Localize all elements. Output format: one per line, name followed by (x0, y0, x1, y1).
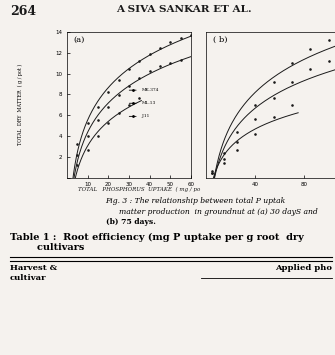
Point (209, 170, 215, 176)
Point (326, 58, 332, 64)
Text: (b) 75 days.: (b) 75 days. (106, 218, 155, 226)
Point (308, 66, 313, 72)
Point (326, 37, 332, 43)
Point (137, 58, 142, 64)
Point (95, 104, 100, 110)
Text: MK.374: MK.374 (141, 88, 159, 92)
Point (188, 32, 194, 38)
Point (178, 57, 183, 63)
Point (116, 77, 121, 83)
Point (147, 69, 152, 74)
Point (126, 66, 132, 72)
Point (253, 116, 258, 122)
Text: Table 1 :  Root efficiency (mg P uptake per g root  dry: Table 1 : Root efficiency (mg P uptake p… (10, 233, 304, 242)
Text: A SIVA SANKAR ET AL.: A SIVA SANKAR ET AL. (117, 5, 252, 14)
Point (147, 51, 152, 57)
Text: 264: 264 (10, 5, 36, 18)
Text: Harvest &: Harvest & (10, 264, 57, 273)
Text: J.11: J.11 (141, 114, 150, 118)
Point (222, 150, 227, 155)
Point (95, 133, 100, 139)
Point (75, 141, 80, 147)
Point (168, 39, 173, 45)
Point (85, 133, 90, 139)
Point (253, 102, 258, 108)
Point (222, 156, 227, 162)
Point (95, 118, 100, 123)
Point (271, 114, 276, 120)
Point (308, 46, 313, 51)
Text: matter production  in groundnut at (a) 30 dayS and: matter production in groundnut at (a) 30… (119, 208, 318, 216)
Point (234, 129, 240, 135)
Point (178, 36, 183, 41)
Text: (a): (a) (73, 36, 84, 44)
Point (234, 148, 240, 153)
Text: cultivars: cultivars (10, 243, 84, 252)
Text: ( b): ( b) (213, 36, 228, 44)
Point (137, 95, 142, 101)
Point (85, 148, 90, 153)
Text: ML.13: ML.13 (141, 101, 156, 105)
Point (137, 75, 142, 81)
Point (234, 139, 240, 145)
Point (106, 89, 111, 95)
Point (157, 64, 163, 69)
Point (106, 104, 111, 110)
Text: Fig. 3 : The relationship between total P uptak: Fig. 3 : The relationship between total … (106, 197, 286, 205)
Point (126, 102, 132, 108)
Point (116, 110, 121, 116)
Point (168, 60, 173, 66)
Point (209, 168, 215, 174)
Text: TOTAL   PHOSPHORUS  UPTAKE  ( mg / po: TOTAL PHOSPHORUS UPTAKE ( mg / po (78, 186, 200, 192)
Point (116, 93, 121, 98)
Text: TOTAL  DRY  MATTER  ( g / pot ): TOTAL DRY MATTER ( g / pot ) (17, 64, 22, 145)
Point (271, 79, 276, 85)
Point (209, 170, 215, 176)
Point (85, 121, 90, 126)
Point (222, 160, 227, 166)
Point (75, 162, 80, 168)
Point (271, 95, 276, 101)
Point (253, 131, 258, 137)
Point (75, 152, 80, 158)
Point (289, 60, 295, 66)
Point (126, 83, 132, 89)
Point (289, 79, 295, 85)
Point (157, 45, 163, 50)
Point (106, 121, 111, 126)
Text: Applied pho: Applied pho (275, 264, 332, 273)
Text: cultivar: cultivar (10, 274, 47, 282)
Point (289, 102, 295, 108)
